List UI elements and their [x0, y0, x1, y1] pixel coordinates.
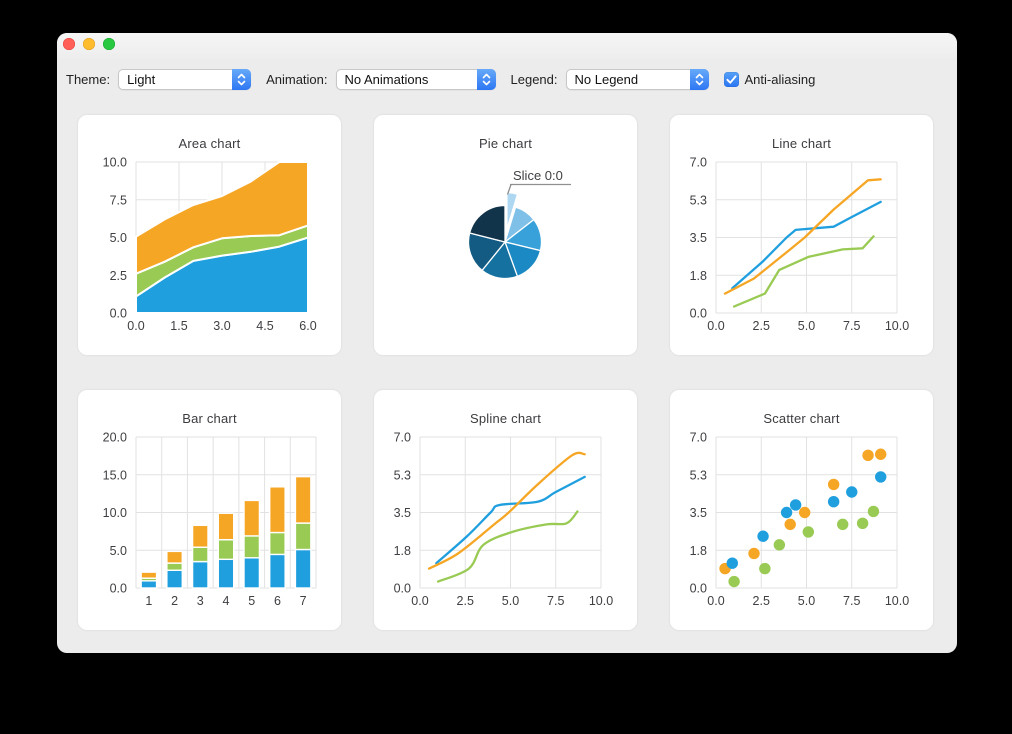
chart-grid: 0.0 1.5 3.0 4.5 6.0 0.0 2.5 5.0 7.5 10.0 Area cha…: [78, 115, 933, 630]
svg-text:10.0: 10.0: [103, 156, 127, 170]
svg-text:5.0: 5.0: [110, 231, 127, 245]
svg-text:2.5: 2.5: [753, 594, 770, 608]
theme-select[interactable]: Light: [118, 68, 252, 90]
svg-text:10.0: 10.0: [589, 594, 613, 608]
svg-text:4.5: 4.5: [256, 319, 273, 333]
svg-text:7.0: 7.0: [394, 431, 411, 445]
antialiasing-checkbox[interactable]: Anti-aliasing: [723, 71, 816, 87]
svg-text:15.0: 15.0: [103, 468, 127, 482]
zoom-button[interactable]: [103, 38, 115, 50]
scatter-chart-card: 0.0 2.5 5.0 7.5 10.0 0.0 1.8 3.5 5.3 7.0 Scatter …: [670, 390, 933, 630]
pie-chart-canvas: Slice 0:0: [467, 168, 571, 280]
legend-select[interactable]: No Legend: [565, 68, 709, 90]
toolbar: Theme: Light Animation: No Animations Le…: [66, 67, 948, 91]
svg-text:7.5: 7.5: [843, 319, 860, 333]
svg-text:0.0: 0.0: [411, 594, 428, 608]
animation-label: Animation:: [266, 71, 328, 87]
svg-text:2: 2: [171, 594, 178, 608]
svg-text:5.0: 5.0: [502, 594, 519, 608]
svg-text:10.0: 10.0: [885, 319, 909, 333]
svg-text:1.8: 1.8: [690, 269, 707, 283]
svg-text:4: 4: [223, 594, 230, 608]
svg-text:0.0: 0.0: [110, 307, 127, 321]
svg-text:0.0: 0.0: [394, 582, 411, 596]
spline-chart-card: 0.0 2.5 5.0 7.5 10.0 0.0 1.8 3.5 5.3 7.0 Spline c…: [374, 390, 637, 630]
close-button[interactable]: [63, 38, 75, 50]
svg-text:7: 7: [300, 594, 307, 608]
svg-text:Slice 0:0: Slice 0:0: [513, 168, 563, 183]
chart-title: Bar chart: [182, 411, 237, 426]
area-chart-card: 0.0 1.5 3.0 4.5 6.0 0.0 2.5 5.0 7.5 10.0 Area cha…: [78, 115, 341, 355]
select-arrows-icon: [476, 68, 496, 90]
svg-text:0.0: 0.0: [690, 582, 707, 596]
area-chart-canvas: 0.0 1.5 3.0 4.5 6.0 0.0 2.5 5.0 7.5 10.0: [103, 156, 317, 334]
svg-text:10.0: 10.0: [885, 594, 909, 608]
svg-text:3: 3: [197, 594, 204, 608]
svg-text:1.8: 1.8: [394, 544, 411, 558]
select-arrows-icon: [232, 68, 252, 90]
titlebar[interactable]: [57, 33, 957, 59]
svg-text:0.0: 0.0: [127, 319, 144, 333]
svg-text:7.5: 7.5: [110, 193, 127, 207]
checkmark-icon: [723, 71, 739, 87]
svg-text:5.3: 5.3: [394, 468, 411, 482]
svg-text:5.3: 5.3: [690, 468, 707, 482]
svg-text:2.5: 2.5: [457, 594, 474, 608]
svg-text:5.0: 5.0: [798, 319, 815, 333]
svg-text:5.0: 5.0: [798, 594, 815, 608]
svg-text:3.0: 3.0: [213, 319, 230, 333]
svg-text:7.0: 7.0: [690, 431, 707, 445]
select-arrows-icon: [689, 68, 709, 90]
spline-chart-canvas: 0.0 2.5 5.0 7.5 10.0 0.0 1.8 3.5 5.3 7.0: [394, 431, 614, 609]
svg-text:2.5: 2.5: [110, 269, 127, 283]
svg-text:0.0: 0.0: [707, 319, 724, 333]
svg-text:5: 5: [248, 594, 255, 608]
svg-text:7.5: 7.5: [547, 594, 564, 608]
svg-text:2.5: 2.5: [753, 319, 770, 333]
chart-title: Spline chart: [469, 411, 542, 426]
svg-text:5.3: 5.3: [690, 193, 707, 207]
scatter-chart-canvas: 0.0 2.5 5.0 7.5 10.0 0.0 1.8 3.5 5.3 7.0: [690, 431, 910, 609]
bar-chart-card: 1 2 3 4 5 6 7 0.0 5.0 10.0 15.0 20.0 Bar chart: [78, 390, 341, 630]
svg-text:20.0: 20.0: [103, 431, 127, 445]
svg-text:3.5: 3.5: [690, 231, 707, 245]
svg-text:0.0: 0.0: [707, 594, 724, 608]
app-window: Theme: Light Animation: No Animations Le…: [57, 33, 957, 653]
svg-text:6.0: 6.0: [299, 319, 316, 333]
svg-text:0.0: 0.0: [690, 307, 707, 321]
animation-select[interactable]: No Animations: [335, 68, 496, 90]
pie-chart-card: Slice 0:0 Pie chart: [374, 115, 637, 355]
traffic-lights: [63, 38, 115, 50]
bar-chart-canvas: 1 2 3 4 5 6 7 0.0 5.0 10.0 15.0 20.0: [103, 431, 317, 608]
chart-title: Scatter chart: [763, 411, 840, 426]
svg-text:7.0: 7.0: [690, 156, 707, 170]
theme-label: Theme:: [66, 71, 111, 87]
line-chart-canvas: 0.0 2.5 5.0 7.5 10.0 0.0 1.8 3.5 5.3 7.0: [690, 156, 910, 334]
svg-text:7.5: 7.5: [843, 594, 860, 608]
svg-text:10.0: 10.0: [103, 506, 127, 520]
minimize-button[interactable]: [83, 38, 95, 50]
chart-title: Area chart: [178, 136, 241, 151]
line-chart-card: 0.0 2.5 5.0 7.5 10.0 0.0 1.8 3.5 5.3 7.0 Line cha…: [670, 115, 933, 355]
antialiasing-label: Anti-aliasing: [744, 71, 816, 87]
svg-text:3.5: 3.5: [690, 506, 707, 520]
svg-text:5.0: 5.0: [110, 544, 127, 558]
svg-text:1.5: 1.5: [170, 319, 187, 333]
svg-text:1: 1: [145, 594, 152, 608]
chart-title: Pie chart: [478, 136, 533, 151]
svg-text:6: 6: [274, 594, 281, 608]
legend-label: Legend:: [510, 71, 558, 87]
chart-title: Line chart: [771, 136, 832, 151]
svg-text:0.0: 0.0: [110, 582, 127, 596]
svg-text:3.5: 3.5: [394, 506, 411, 520]
svg-text:1.8: 1.8: [690, 544, 707, 558]
